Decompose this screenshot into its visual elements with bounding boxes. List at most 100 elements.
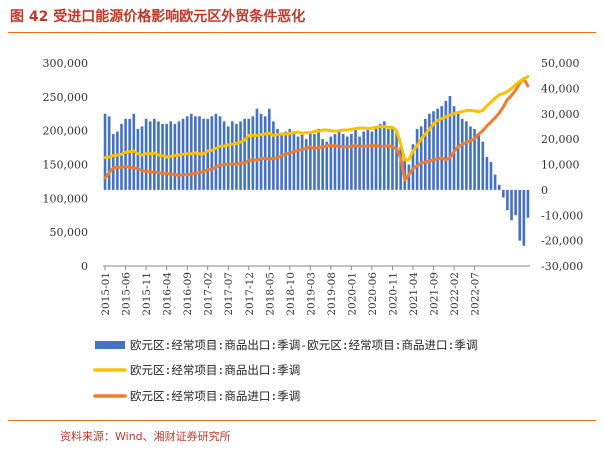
bar bbox=[226, 126, 230, 190]
bar bbox=[440, 106, 444, 190]
chart-area: 0 50,000 100,000 150,000 200,000 250,000 300,0… bbox=[43, 57, 584, 403]
bar bbox=[259, 113, 263, 190]
bar bbox=[231, 121, 234, 190]
bar bbox=[329, 136, 333, 190]
bar bbox=[267, 108, 271, 190]
x-tick-label: 2020-11 bbox=[387, 272, 399, 316]
right-axis: -30,000 -20,000 -10,000 0 10,000 20,000 30,000… bbox=[541, 57, 583, 273]
x-tick-label: 2020-01 bbox=[346, 272, 358, 316]
bar bbox=[477, 134, 480, 190]
bar bbox=[444, 101, 448, 190]
right-tick-label: -20,000 bbox=[541, 235, 583, 248]
x-tick-label: 2017-12 bbox=[244, 272, 256, 316]
bar bbox=[493, 174, 497, 190]
bar bbox=[354, 128, 357, 190]
left-axis: 0 50,000 100,000 150,000 200,000 250,000 300,0… bbox=[43, 57, 89, 273]
bar bbox=[317, 128, 320, 190]
right-tick-label: 30,000 bbox=[541, 108, 580, 121]
top-divider bbox=[8, 32, 596, 33]
left-tick-label: 250,000 bbox=[43, 91, 89, 104]
left-tick-label: 150,000 bbox=[43, 159, 89, 172]
bar bbox=[276, 128, 279, 190]
left-tick-label: 200,000 bbox=[43, 125, 89, 138]
bar bbox=[423, 118, 427, 190]
bar bbox=[395, 131, 398, 190]
right-tick-label: -30,000 bbox=[541, 260, 583, 273]
bar bbox=[428, 113, 431, 190]
bar bbox=[456, 111, 460, 190]
bar bbox=[362, 131, 366, 190]
x-tick-label: 2016-09 bbox=[182, 272, 194, 316]
bar bbox=[247, 118, 251, 190]
bar bbox=[272, 121, 275, 190]
bar bbox=[280, 134, 283, 190]
x-tick-label: 2015-06 bbox=[121, 272, 133, 316]
bar bbox=[526, 189, 530, 218]
bar bbox=[206, 118, 210, 190]
left-tick-label: 100,000 bbox=[43, 192, 89, 205]
bar bbox=[235, 123, 238, 190]
bar bbox=[522, 189, 526, 246]
bar bbox=[210, 116, 214, 190]
bar bbox=[284, 131, 288, 190]
bar bbox=[378, 123, 382, 190]
bar bbox=[116, 131, 119, 190]
x-tick-label: 2017-07 bbox=[223, 272, 235, 316]
bar bbox=[218, 116, 222, 190]
bar bbox=[366, 128, 370, 190]
x-axis: 2015-01 2015-06 2015-11 2016-04 2016-09 2017-… bbox=[100, 265, 530, 316]
bar bbox=[465, 121, 468, 190]
bar bbox=[407, 164, 411, 190]
bar bbox=[214, 113, 218, 190]
x-tick-label: 2021-09 bbox=[429, 272, 441, 316]
bar bbox=[313, 134, 316, 190]
bar bbox=[387, 128, 390, 190]
bar bbox=[419, 126, 423, 190]
bar bbox=[391, 126, 394, 190]
left-tick-label: 0 bbox=[81, 260, 88, 273]
bar bbox=[485, 156, 489, 190]
x-tick-label: 2017-02 bbox=[203, 272, 215, 316]
right-tick-label: 50,000 bbox=[541, 57, 580, 70]
bar bbox=[251, 116, 255, 190]
bar bbox=[292, 134, 296, 190]
bar bbox=[432, 111, 435, 190]
bar bbox=[124, 118, 127, 190]
source-note: 资料来源：Wind、湘财证券研究所 bbox=[60, 430, 231, 443]
bar bbox=[300, 134, 304, 190]
bar bbox=[296, 136, 300, 190]
x-tick-label: 2018-05 bbox=[264, 272, 276, 316]
x-tick-label: 2021-04 bbox=[408, 272, 420, 316]
legend-label: 欧元区:经常项目:商品进口:季调 bbox=[130, 389, 300, 403]
bar bbox=[510, 189, 513, 221]
bar bbox=[111, 134, 115, 190]
bar bbox=[501, 189, 505, 198]
bar bbox=[309, 131, 312, 190]
bar bbox=[321, 139, 324, 190]
series-line bbox=[103, 75, 530, 162]
bar bbox=[473, 128, 476, 190]
x-tick-label: 2022-02 bbox=[449, 272, 461, 316]
bar bbox=[514, 189, 517, 216]
legend-swatch bbox=[95, 341, 125, 349]
bar bbox=[436, 108, 439, 190]
x-tick-label: 2019-08 bbox=[326, 272, 338, 316]
bar bbox=[288, 128, 292, 190]
left-tick-label: 50,000 bbox=[50, 226, 89, 239]
right-tick-label: 20,000 bbox=[541, 133, 580, 146]
left-tick-label: 300,000 bbox=[43, 57, 89, 70]
x-tick-label: 2018-10 bbox=[285, 272, 297, 316]
bottom-divider bbox=[8, 420, 596, 421]
x-tick-label: 2016-04 bbox=[162, 272, 174, 316]
bar bbox=[469, 126, 472, 190]
bar bbox=[506, 189, 509, 211]
bar bbox=[337, 131, 341, 190]
x-tick-label: 2015-01 bbox=[100, 272, 112, 316]
legend-label: 欧元区:经常项目:商品出口:季调-欧元区:经常项目:商品进口:季调 bbox=[130, 338, 477, 352]
legend-label: 欧元区:经常项目:商品出口:季调 bbox=[130, 363, 300, 377]
bar bbox=[263, 116, 267, 190]
bar bbox=[239, 121, 242, 190]
bar bbox=[103, 113, 107, 190]
bar bbox=[345, 136, 349, 190]
bar bbox=[358, 136, 361, 190]
